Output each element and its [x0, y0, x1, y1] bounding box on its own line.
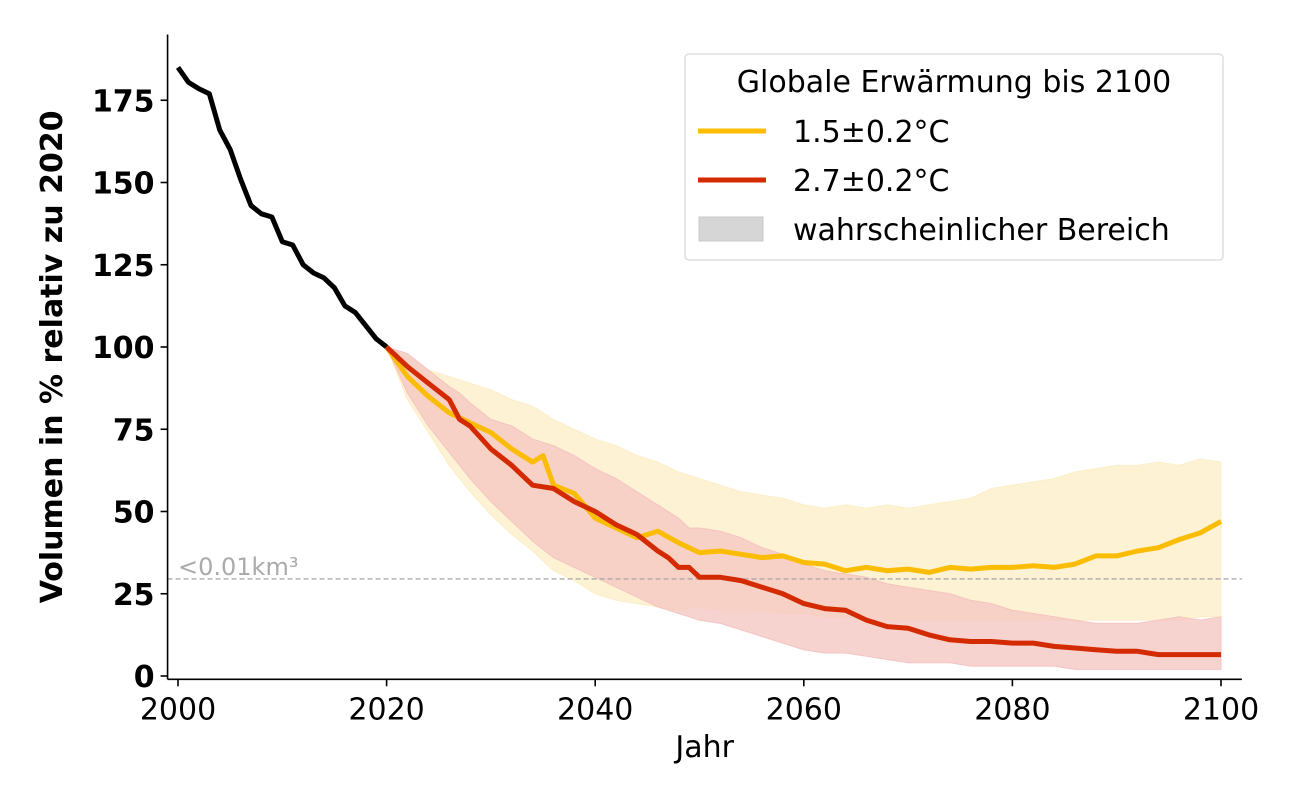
uncertainty-bands: [385, 346, 1222, 670]
y-tick-label: 100: [92, 331, 155, 366]
x-tick-label: 2080: [974, 692, 1050, 727]
y-tick-label: 150: [92, 167, 155, 202]
y-tick-label: 125: [92, 249, 155, 284]
x-tick-label: 2100: [1183, 692, 1259, 727]
x-ticks: 2000 2020 2040 2060 2080 2100: [140, 679, 1259, 727]
legend: Globale Erwärmung bis 2100 1.5±0.2°C 2.7±…: [684, 53, 1224, 261]
legend-box: [684, 53, 1224, 261]
legend-label: wahrscheinlicher Bereich: [793, 213, 1170, 248]
legend-title: Globale Erwärmung bis 2100: [737, 65, 1171, 100]
reference-line-label: <0.01km³: [178, 553, 298, 581]
x-axis-label: Jahr: [673, 730, 734, 765]
y-tick-label: 175: [92, 84, 155, 119]
legend-label: 1.5±0.2°C: [793, 115, 950, 150]
x-tick-label: 2020: [348, 692, 424, 727]
x-tick-label: 2060: [766, 692, 842, 727]
x-tick-label: 2040: [557, 692, 633, 727]
line-2-7-0-2-c: [384, 345, 1221, 658]
y-tick-label: 50: [113, 496, 155, 531]
series-lines: [175, 65, 1223, 658]
legend-entries: 1.5±0.2°C 2.7±0.2°C wahrscheinlicher Berei…: [698, 115, 1170, 248]
line-historisch: [175, 65, 389, 349]
y-tick-label: 75: [113, 413, 155, 448]
y-tick-label: 0: [134, 660, 155, 695]
legend-label: 2.7±0.2°C: [793, 164, 950, 199]
y-tick-label: 25: [113, 578, 155, 613]
legend-swatch-range: [698, 216, 764, 242]
y-ticks: 0 25 50 75 100 125 150 175: [92, 84, 168, 695]
x-tick-label: 2000: [140, 692, 216, 727]
y-axis-label: Volumen in % relativ zu 2020: [35, 110, 70, 603]
line-1-5-0-2-c: [384, 345, 1223, 575]
